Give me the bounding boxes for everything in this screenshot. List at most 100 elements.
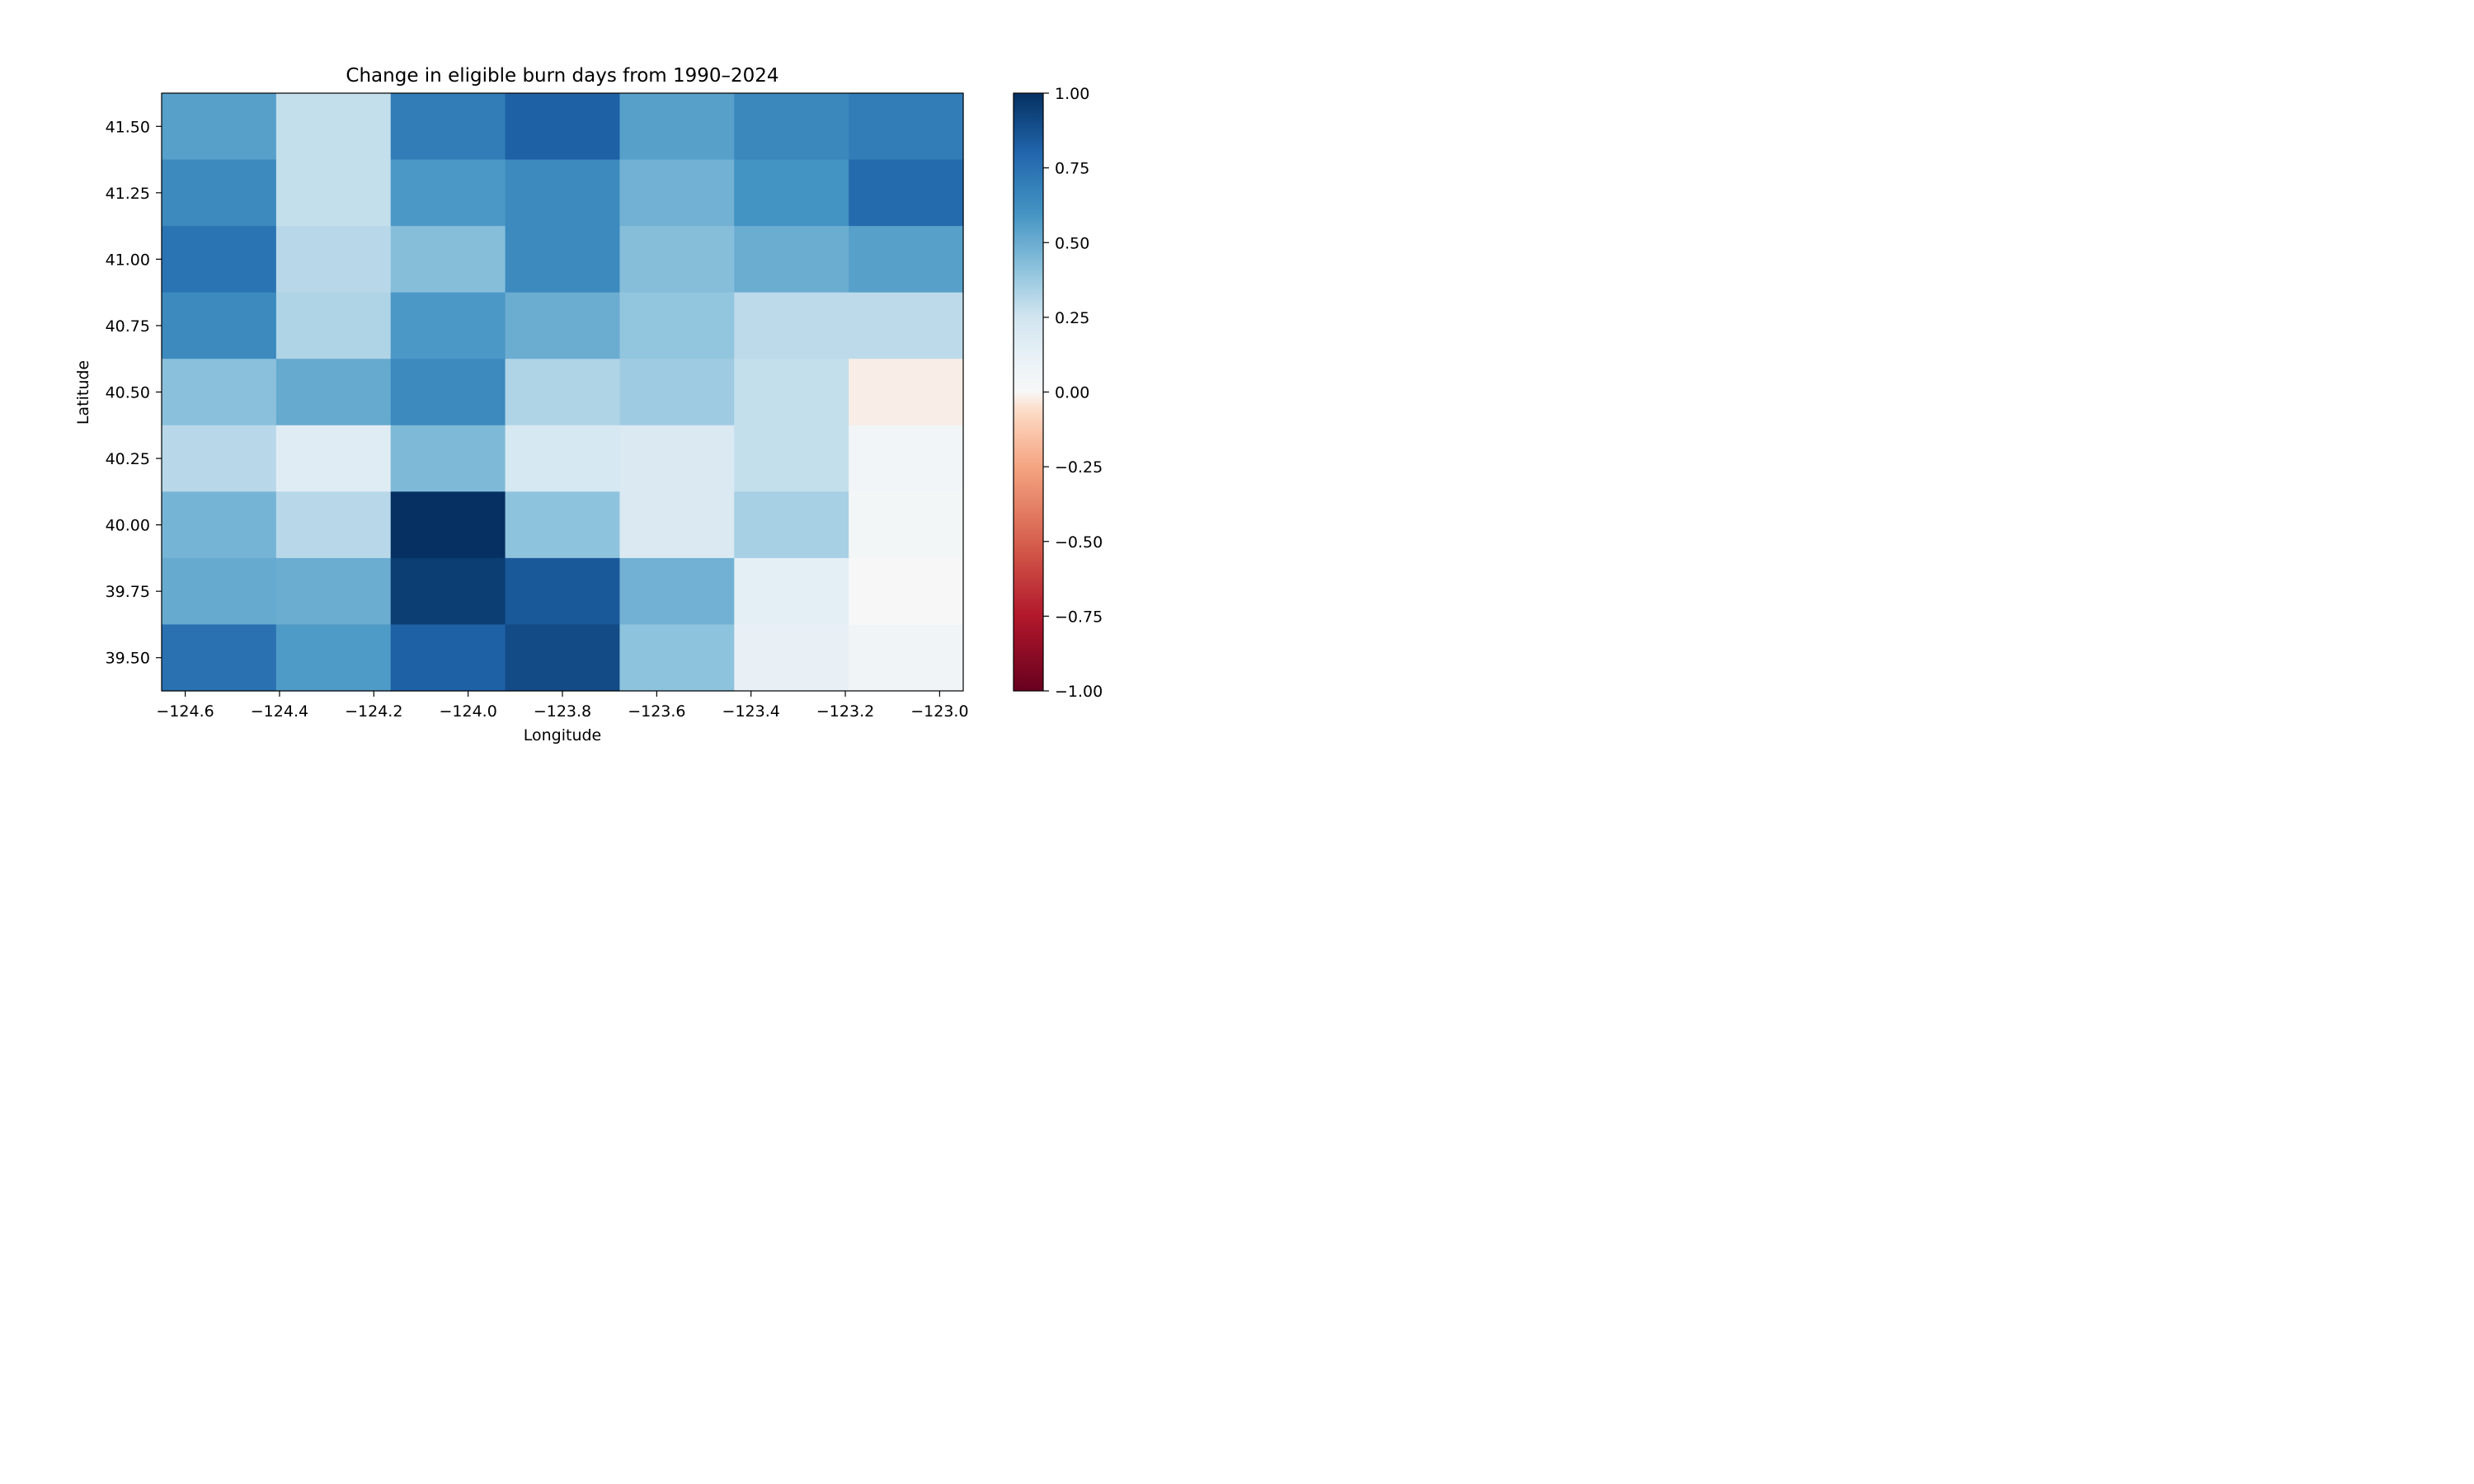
heatmap-cell bbox=[275, 557, 392, 626]
x-tick-label: −123.2 bbox=[816, 702, 874, 721]
heatmap-cell bbox=[390, 226, 506, 294]
heatmap-cells bbox=[162, 93, 964, 692]
heatmap-cell bbox=[390, 159, 506, 227]
heatmap-cell bbox=[849, 359, 964, 426]
y-axis-ticks: 41.50 41.25 41.00 40.75 40.50 40.25 40.00 39.75… bbox=[106, 118, 162, 668]
heatmap-cell bbox=[505, 93, 621, 161]
x-tick-label: −124.4 bbox=[251, 702, 308, 721]
colorbar-tick-label: −1.00 bbox=[1055, 683, 1103, 701]
heatmap-cell bbox=[275, 491, 392, 559]
colorbar-tick-label: 0.25 bbox=[1055, 309, 1089, 327]
chart-title: Change in eligible burn days from 1990–2… bbox=[346, 65, 778, 87]
heatmap-cell bbox=[734, 93, 849, 161]
heatmap-cell bbox=[275, 624, 392, 692]
heatmap-cell bbox=[390, 93, 506, 161]
figure: Change in eligible burn days from 1990–2… bbox=[0, 0, 1274, 764]
heatmap-cell bbox=[849, 93, 964, 161]
heatmap-cell bbox=[162, 557, 277, 626]
heatmap-cell bbox=[849, 557, 964, 626]
heatmap-cell bbox=[619, 624, 735, 692]
y-tick-label: 40.25 bbox=[106, 450, 150, 468]
heatmap-cell bbox=[849, 159, 964, 227]
x-tick-label: −123.8 bbox=[534, 702, 591, 721]
heatmap-cell bbox=[849, 292, 964, 359]
heatmap-cell bbox=[619, 557, 735, 626]
heatmap-cell bbox=[162, 226, 277, 294]
heatmap-cell bbox=[619, 226, 735, 294]
heatmap-cell bbox=[849, 491, 964, 559]
heatmap-cell bbox=[849, 425, 964, 492]
x-tick-label: −124.2 bbox=[345, 702, 402, 721]
heatmap-cell bbox=[734, 159, 849, 227]
heatmap-cell bbox=[505, 292, 621, 359]
heatmap-cell bbox=[505, 359, 621, 426]
colorbar-tick-label: −0.25 bbox=[1055, 458, 1103, 477]
heatmap-cell bbox=[390, 425, 506, 492]
heatmap-cell bbox=[619, 159, 735, 227]
heatmap-chart: Change in eligible burn days from 1990–2… bbox=[74, 65, 1103, 744]
x-axis-label: Longitude bbox=[524, 726, 602, 744]
heatmap-cell bbox=[619, 491, 735, 559]
heatmap-cell bbox=[619, 359, 735, 426]
heatmap-cell bbox=[505, 557, 621, 626]
heatmap-cell bbox=[275, 359, 392, 426]
x-tick-label: −123.0 bbox=[910, 702, 968, 721]
heatmap-cell bbox=[275, 93, 392, 161]
y-axis-label: Latitude bbox=[74, 360, 92, 425]
heatmap-cell bbox=[734, 557, 849, 626]
colorbar-tick-label: 0.00 bbox=[1055, 384, 1089, 402]
x-axis-ticks: −124.6 −124.4 −124.2 −124.0 −123.8 −123.6 −123… bbox=[156, 691, 969, 721]
heatmap-cell bbox=[162, 425, 277, 492]
heatmap-cell bbox=[505, 159, 621, 227]
y-tick-label: 41.50 bbox=[106, 118, 150, 136]
x-tick-label: −124.6 bbox=[156, 702, 214, 721]
heatmap-cell bbox=[619, 292, 735, 359]
colorbar-tick-label: 0.75 bbox=[1055, 160, 1089, 178]
colorbar-tick-label: 0.50 bbox=[1055, 234, 1089, 252]
heatmap-cell bbox=[619, 93, 735, 161]
y-tick-label: 40.00 bbox=[106, 517, 150, 535]
heatmap-cell bbox=[505, 226, 621, 294]
heatmap-cell bbox=[162, 624, 277, 692]
x-tick-label: −124.0 bbox=[439, 702, 496, 721]
colorbar-tick-label: −0.50 bbox=[1055, 533, 1103, 552]
heatmap-cell bbox=[734, 359, 849, 426]
y-tick-label: 40.50 bbox=[106, 384, 150, 402]
y-tick-label: 39.75 bbox=[106, 583, 150, 601]
heatmap-cell bbox=[849, 226, 964, 294]
colorbar bbox=[1013, 92, 1044, 692]
y-tick-label: 40.75 bbox=[106, 317, 150, 336]
heatmap-cell bbox=[275, 226, 392, 294]
heatmap-cell bbox=[162, 292, 277, 359]
colorbar-ticks: 1.00 0.75 0.50 0.25 0.00 −0.25 −0.50 −0.75 −1.00 bbox=[1043, 85, 1103, 701]
heatmap-cell bbox=[275, 159, 392, 227]
heatmap-cell bbox=[619, 425, 735, 492]
heatmap-cell bbox=[505, 491, 621, 559]
y-tick-label: 41.00 bbox=[106, 251, 150, 269]
heatmap-cell bbox=[390, 557, 506, 626]
heatmap-cell bbox=[390, 491, 506, 559]
x-tick-label: −123.6 bbox=[628, 702, 685, 721]
heatmap-cell bbox=[734, 292, 849, 359]
heatmap-cell bbox=[734, 624, 849, 692]
heatmap-cell bbox=[734, 425, 849, 492]
y-tick-label: 41.25 bbox=[106, 185, 150, 203]
heatmap-cell bbox=[275, 425, 392, 492]
heatmap-cell bbox=[505, 624, 621, 692]
colorbar-tick-label: 1.00 bbox=[1055, 85, 1089, 103]
heatmap-cell bbox=[162, 93, 277, 161]
heatmap-cell bbox=[734, 491, 849, 559]
heatmap-cell bbox=[162, 491, 277, 559]
heatmap-cell bbox=[162, 359, 277, 426]
heatmap-cell bbox=[849, 624, 964, 692]
x-tick-label: −123.4 bbox=[722, 702, 780, 721]
colorbar-tick-label: −0.75 bbox=[1055, 608, 1103, 626]
y-tick-label: 39.50 bbox=[106, 650, 150, 668]
heatmap-cell bbox=[162, 159, 277, 227]
heatmap-cell bbox=[390, 359, 506, 426]
heatmap-cell bbox=[390, 624, 506, 692]
heatmap-cell bbox=[734, 226, 849, 294]
heatmap-cell bbox=[390, 292, 506, 359]
heatmap-cell bbox=[505, 425, 621, 492]
heatmap-cell bbox=[275, 292, 392, 359]
